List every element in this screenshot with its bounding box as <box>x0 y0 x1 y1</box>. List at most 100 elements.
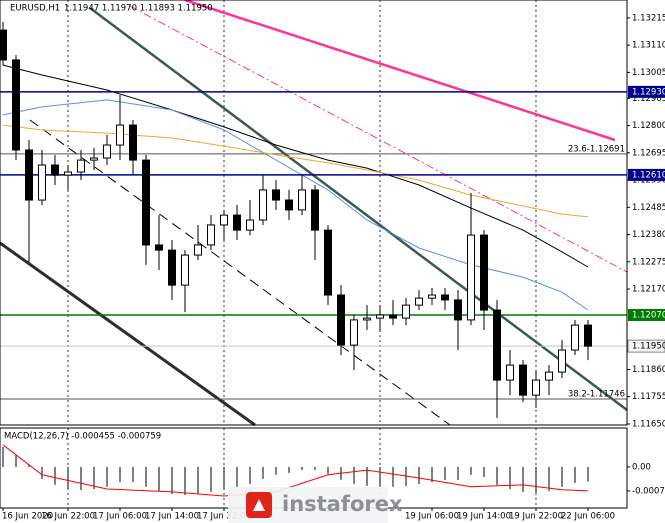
moving-average <box>2 99 589 311</box>
price-frame <box>0 0 628 426</box>
candle-body <box>337 294 345 346</box>
candle-body <box>64 171 72 176</box>
candle-body <box>415 297 423 306</box>
y-tick-label: 1.11755 <box>632 392 665 402</box>
y-tick-label: 1.11860 <box>632 365 665 375</box>
candle-body <box>103 144 111 159</box>
channel-upper <box>89 6 628 412</box>
candle-body <box>519 364 527 396</box>
candle-body <box>181 254 189 286</box>
candle-body <box>272 189 280 201</box>
fib-label: 38.2-1.11746 <box>568 390 625 400</box>
x-tick-label: 16 Jun 2020 <box>2 512 53 522</box>
candle-body <box>441 294 449 301</box>
level-label: 1.12070 <box>632 310 665 320</box>
x-tick-label: 19 Jun 14:00 <box>457 512 511 522</box>
candle-body <box>0 29 7 61</box>
level-label: 1.12930 <box>632 87 665 97</box>
candle-body <box>155 244 163 251</box>
level-box <box>628 85 665 98</box>
y-tick-label: -0.00076 <box>632 486 665 496</box>
y-tick-label: 1.12170 <box>632 285 665 295</box>
candle-body <box>311 189 319 231</box>
level-label: 1.12610 <box>632 170 665 180</box>
candle-body <box>402 304 410 319</box>
price-box <box>627 339 665 353</box>
y-tick-label: 1.12695 <box>632 148 665 158</box>
y-tick-label: 1.12380 <box>632 230 665 240</box>
moving-average <box>2 64 589 268</box>
candle-body <box>220 214 228 226</box>
moving-average <box>2 124 589 218</box>
candle-body <box>467 234 475 321</box>
x-tick-label: 17 Jun 06:00 <box>93 512 147 522</box>
trendlines <box>0 0 628 427</box>
fib-label: 23.6-1.12691 <box>568 144 625 154</box>
watermark: instaforex <box>228 487 403 523</box>
y-tick-label: 1.12905 <box>632 94 665 104</box>
header-values: 1.11947 1.11970 1.11893 1.11950 <box>64 4 213 14</box>
candle-body <box>285 199 293 211</box>
y-tick-label: 1.13005 <box>632 68 665 78</box>
candle-body <box>25 149 33 201</box>
x-tick-label: 19 Jun 06:00 <box>405 512 459 522</box>
candle-body <box>246 219 254 231</box>
candle-body <box>506 364 514 381</box>
price-label: 1.11950 <box>632 342 665 352</box>
candle-body <box>142 159 150 246</box>
resistance-line <box>184 0 616 142</box>
y-tick-label: 1.12800 <box>632 121 665 131</box>
candle-body <box>259 189 267 221</box>
x-tick-label: 16 Jun 22:00 <box>41 512 95 522</box>
candle-body <box>350 319 358 346</box>
candle-body <box>38 164 46 201</box>
level-box <box>628 168 665 181</box>
y-tick-label: 1.13215 <box>632 13 665 23</box>
candle-body <box>532 379 540 396</box>
candle-body <box>194 244 202 256</box>
candle-body <box>129 124 137 161</box>
x-tick-label: 17 Jun 22:00 <box>197 512 251 522</box>
candle-body <box>207 224 215 246</box>
symbol: EURUSD,H1 <box>10 4 60 14</box>
candle-body <box>389 314 397 319</box>
candle-body <box>558 349 566 373</box>
channel-mid <box>29 119 451 426</box>
y-tick-label: 1.11650 <box>632 419 665 429</box>
channel-lower <box>0 241 256 427</box>
macd-title: MACD(12,26,7) -0.000455 -0.000759 <box>4 432 161 442</box>
candle-body <box>428 294 436 299</box>
candle-body <box>77 159 85 173</box>
candle-body <box>480 234 488 311</box>
candle-body <box>90 157 98 161</box>
dash-dot-line <box>129 5 628 273</box>
candle-body <box>298 189 306 211</box>
candle-body <box>233 214 241 231</box>
x-tick-label: 19 Jun 22:00 <box>509 512 563 522</box>
y-tick-label: 0.00 <box>632 462 651 472</box>
candle-body <box>116 124 124 146</box>
y-tick-label: 1.12275 <box>632 257 665 267</box>
candle-body <box>454 299 462 321</box>
x-tick-label: 22 Jun 06:00 <box>561 512 615 522</box>
candle-body <box>571 324 579 351</box>
plot-layer: 1.13215 1.13110 1.13005 1.12905 1.12800 1.126… <box>0 13 665 522</box>
x-tick-label: 17 Jun 14:00 <box>145 512 199 522</box>
watermark-text: instaforex <box>282 492 403 516</box>
candle-body <box>493 309 501 381</box>
macd-signal <box>2 444 589 497</box>
logo-glyph <box>253 499 265 511</box>
candle-body <box>12 59 20 151</box>
y-tick-label: 1.12485 <box>632 203 665 213</box>
candle-body <box>324 229 332 296</box>
candle-body <box>51 164 59 176</box>
candle-body <box>363 317 371 321</box>
candle-body <box>376 314 384 319</box>
candle-body <box>545 371 553 381</box>
candle-body <box>168 249 176 286</box>
candle-body <box>584 324 592 347</box>
y-tick-label: 1.13110 <box>632 41 665 51</box>
level-box <box>628 308 665 321</box>
